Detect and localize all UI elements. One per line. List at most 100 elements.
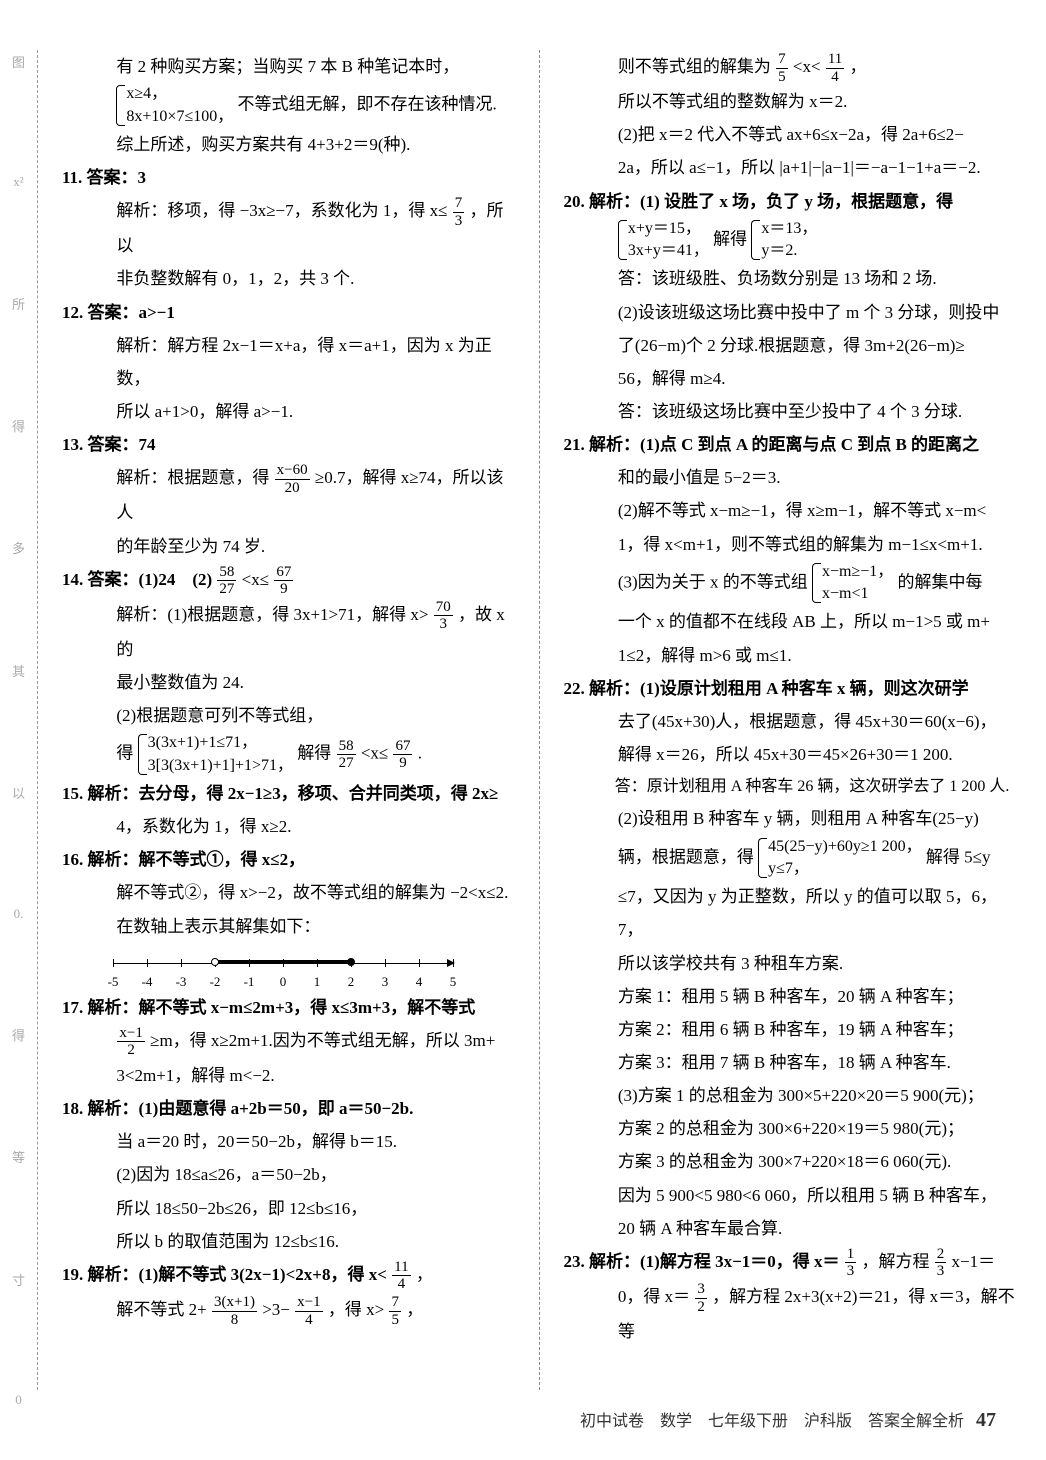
brace-system: x−m≥−1， x−m<1: [812, 561, 893, 606]
text: 了(26−m)个 2 分球.根据题意，得 3m+2(26−m)≥: [564, 329, 1017, 362]
text: 20 辆 A 种客车最合算.: [564, 1212, 1017, 1245]
text: 非负整数解有 0，1，2，共 3 个.: [62, 262, 515, 295]
answer-11: 11. 答案：3: [62, 161, 515, 194]
text: 解析：解方程 2x−1＝x+a，得 x＝a+1，因为 x 为正数，: [62, 329, 515, 395]
answer-14: 14. 答案：(1)24 (2) 5827 <x≤ 679: [62, 563, 515, 598]
text: 所以不等式组的整数解为 x＝2.: [564, 85, 1017, 118]
text: 辆，根据题意，得 45(25−y)+60y≥1 200， y≤7， 解得 5≤y: [564, 836, 1017, 881]
text: 解析：移项，得 −3x≥−7，系数化为 1，得 x≤ 73 ，所以: [62, 194, 515, 262]
brace-system: 45(25−y)+60y≥1 200， y≤7，: [758, 836, 922, 881]
brace-system: x＝13， y＝2.: [751, 218, 817, 263]
text: 和的最小值是 5−2＝3.: [564, 461, 1017, 494]
fraction: 679: [274, 564, 293, 598]
text: x+y＝15， 3x+y＝41， 解得 x＝13， y＝2.: [564, 218, 1017, 263]
text: 方案 2：租用 6 辆 B 种客车，19 辆 A 种客车；: [564, 1013, 1017, 1046]
text: (2)根据题意可列不等式组，: [62, 699, 515, 732]
solution-20: 20. 解析：(1) 设胜了 x 场，负了 y 场，根据题意，得: [564, 185, 1017, 218]
text: 当 a＝20 时，20＝50−2b，解得 b＝15.: [62, 1125, 515, 1158]
text: (3)方案 1 的总租金为 300×5+220×20＝5 900(元)；: [564, 1079, 1017, 1112]
text: 有 2 种购买方案；当购买 7 本 B 种笔记本时，: [62, 50, 515, 83]
solution-16: 16. 解析：解不等式①，得 x≤2，: [62, 843, 515, 876]
text: (2)解不等式 x−m≥−1，得 x≥m−1，解不等式 x−m<: [564, 494, 1017, 527]
solution-15: 15. 解析：去分母，得 2x−1≥3，移项、合并同类项，得 2x≥: [62, 777, 515, 810]
answer-12: 12. 答案：a>−1: [62, 296, 515, 329]
fraction: 679: [393, 738, 412, 772]
fraction: 32: [695, 1281, 707, 1315]
fraction: x−14: [295, 1294, 322, 1328]
text: 方案 1：租用 5 辆 B 种客车，20 辆 A 种客车；: [564, 980, 1017, 1013]
text: x−12 ≥m，得 x≥2m+1.因为不等式组无解，所以 3m+: [62, 1024, 515, 1059]
brace-system: 3(3x+1)+1≤71， 3[3(3x+1)+1]+1>71，: [138, 732, 293, 777]
fraction: x−6020: [275, 462, 310, 496]
page-footer: 初中试卷 数学 七年级下册 沪科版 答案全解全析 47: [580, 1407, 996, 1432]
text: 1，得 x<m+1，则不等式组的解集为 m−1≤x<m+1.: [564, 528, 1017, 561]
fraction: x−12: [117, 1025, 144, 1059]
footer-text: 初中试卷 数学 七年级下册 沪科版 答案全解全析: [580, 1413, 964, 1430]
text: 方案 2 的总租金为 300×6+220×19＝5 980(元)；: [564, 1112, 1017, 1145]
text: 所以 a+1>0，解得 a>−1.: [62, 395, 515, 428]
text: 所以 18≤50−2b≤26，即 12≤b≤16，: [62, 1192, 515, 1225]
text: 3<2m+1，解得 m<−2.: [62, 1059, 515, 1092]
page-number: 47: [976, 1409, 996, 1431]
solution-22: 22. 解析：(1)设原计划租用 A 种客车 x 辆，则这次研学: [564, 672, 1017, 705]
text: 解不等式②，得 x>−2，故不等式组的解集为 −2<x≤2.: [62, 876, 515, 909]
text: 56，解得 m≥4.: [564, 362, 1017, 395]
text: 解不等式 2+ 3(x+1)8 >3− x−14 ，得 x> 75 ，: [62, 1293, 515, 1328]
left-ruler: [30, 50, 38, 1390]
fraction: 114: [392, 1259, 410, 1293]
text: (3)因为关于 x 的不等式组 x−m≥−1， x−m<1 的解集中每: [564, 561, 1017, 606]
answer-13: 13. 答案：74: [62, 428, 515, 461]
text: 则不等式组的解集为 75 <x< 114 ，: [564, 50, 1017, 85]
right-column: 则不等式组的解集为 75 <x< 114 ， 所以不等式组的整数解为 x＝2. …: [564, 50, 1017, 1390]
text: 方案 3：租用 7 辆 B 种客车，18 辆 A 种客车.: [564, 1046, 1017, 1079]
fraction: 73: [453, 195, 465, 229]
column-divider: [539, 50, 540, 1390]
fraction: 703: [434, 599, 453, 633]
text: 答：该班级这场比赛中至少投中了 4 个 3 分球.: [564, 395, 1017, 428]
text: 解析：(1)根据题意，得 3x+1>71，解得 x> 703 ，故 x 的: [62, 598, 515, 666]
solution-19: 19. 解析：(1)解不等式 3(2x−1)<2x+8，得 x< 114 ，: [62, 1258, 515, 1293]
text: 答：原计划租用 A 种客车 26 辆，这次研学去了 1 200 人.: [564, 771, 1017, 802]
fraction: 114: [826, 51, 844, 85]
text: 在数轴上表示其解集如下：: [62, 910, 515, 943]
text: 综上所述，购买方案共有 4+3+2＝9(种).: [62, 128, 515, 161]
solution-21: 21. 解析：(1)点 C 到点 A 的距离与点 C 到点 B 的距离之: [564, 428, 1017, 461]
text: ≤7，又因为 y 为正整数，所以 y 的值可以取 5，6，7，: [564, 880, 1017, 946]
text: 一个 x 的值都不在线段 AB 上，所以 m−1>5 或 m+: [564, 605, 1017, 638]
text: 0，得 x＝ 32 ，解方程 2x+3(x+2)＝21，得 x＝3，解不等: [564, 1280, 1017, 1348]
fraction: 3(x+1)8: [212, 1294, 257, 1328]
margin-fragments: 图x² 所得 多其 以0. 得等 寸0: [12, 0, 25, 1460]
number-line: -5-4-3-2-1012345: [113, 947, 453, 987]
text: 解得 x＝26，所以 45x+30＝45×26+30＝1 200.: [564, 738, 1017, 771]
text: (2)把 x＝2 代入不等式 ax+6≤x−2a，得 2a+6≤2−: [564, 118, 1017, 151]
text: 方案 3 的总租金为 300×7+220×18＝6 060(元).: [564, 1145, 1017, 1178]
fraction: 5827: [217, 564, 236, 598]
fraction: 13: [845, 1246, 857, 1280]
text: 2a，所以 a≤−1，所以 |a+1|−|a−1|＝−a−1−1+a＝−2.: [564, 151, 1017, 184]
text: (2)设该班级这场比赛中投中了 m 个 3 分球，则投中: [564, 296, 1017, 329]
text: 所以 b 的取值范围为 12≤b≤16.: [62, 1225, 515, 1258]
text: 最小整数值为 24.: [62, 666, 515, 699]
text: 去了(45x+30)人，根据题意，得 45x+30＝60(x−6)，: [564, 705, 1017, 738]
text: 得 3(3x+1)+1≤71， 3[3(3x+1)+1]+1>71， 解得 58…: [62, 732, 515, 777]
brace-system: x+y＝15， 3x+y＝41，: [618, 218, 709, 263]
fraction: 23: [935, 1246, 947, 1280]
text: 1≤2，解得 m>6 或 m≤1.: [564, 639, 1017, 672]
text: 4，系数化为 1，得 x≥2.: [62, 810, 515, 843]
fraction: 5827: [337, 738, 356, 772]
left-column: 有 2 种购买方案；当购买 7 本 B 种笔记本时， x≥4， 8x+10×7≤…: [62, 50, 515, 1390]
text: 所以该学校共有 3 种租车方案.: [564, 947, 1017, 980]
text: 的年龄至少为 74 岁.: [62, 530, 515, 563]
fraction: 75: [389, 1294, 401, 1328]
text: 解析：根据题意，得 x−6020 ≥0.7，解得 x≥74，所以该人: [62, 461, 515, 529]
text: (2)因为 18≤a≤26，a＝50−2b，: [62, 1158, 515, 1191]
text: 答：该班级胜、负场数分别是 13 场和 2 场.: [564, 262, 1017, 295]
fraction: 75: [776, 51, 788, 85]
text: x≥4， 8x+10×7≤100， 不等式组无解，即不存在该种情况.: [62, 83, 515, 128]
solution-17: 17. 解析：解不等式 x−m≤2m+3，得 x≤3m+3，解不等式: [62, 991, 515, 1024]
solution-18: 18. 解析：(1)由题意得 a+2b＝50，即 a＝50−2b.: [62, 1092, 515, 1125]
brace-system: x≥4， 8x+10×7≤100，: [116, 83, 233, 128]
page: 有 2 种购买方案；当购买 7 本 B 种笔记本时， x≥4， 8x+10×7≤…: [30, 50, 1016, 1390]
text: (2)设租用 B 种客车 y 辆，则租用 A 种客车(25−y): [564, 802, 1017, 835]
solution-23: 23. 解析：(1)解方程 3x−1＝0，得 x＝ 13 ，解方程 23 x−1…: [564, 1245, 1017, 1280]
